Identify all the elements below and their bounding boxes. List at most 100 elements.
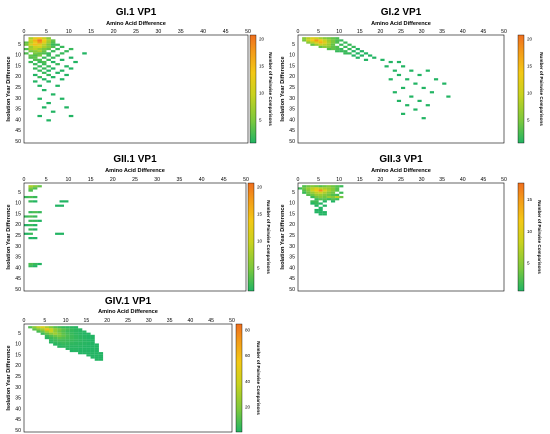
x-tick-label: 50 [245,29,251,35]
heatmap-cell [32,37,38,40]
heatmap-cell [335,198,340,201]
heatmap-cell [94,349,99,353]
heatmap-cell [65,326,70,329]
heatmap-cell [48,334,54,338]
heatmap-cell [28,39,34,42]
heatmap-cell [28,195,33,199]
heatmap-cell [388,78,393,81]
heatmap-cell [48,339,54,342]
heatmap-cells [298,185,344,216]
heatmap-cell [59,204,65,207]
heatmap-cell [59,69,65,72]
heatmap-cell [82,352,87,355]
heatmap-cell [396,99,402,103]
heatmap-cell [86,349,91,353]
heatmap-cell [57,345,62,348]
heatmap-cell [339,47,344,51]
x-ticks: 0 5 10 15 20 25 30 35 40 45 50 [297,29,507,35]
heatmap-cell [41,78,47,81]
heatmap-cell [53,336,58,340]
heatmap-cell [44,332,50,335]
heatmap-cell [48,326,54,329]
heatmap-cell [330,39,336,42]
heatmap-cell [326,198,332,201]
y-tick-label: 40 [289,265,295,271]
heatmap-cell [322,187,327,190]
heatmap-cell [314,41,319,44]
y-ticks: 5 10 15 20 25 30 35 40 45 50 [15,42,21,145]
heatmap-cell [359,50,364,53]
heatmap-cell [413,82,418,85]
heatmap-cell [32,58,38,61]
panel-giv1-vp1: GIV.1 VP1 Amino Acid Difference 0 5 10 1… [6,296,261,434]
heatmap-cell [86,341,91,344]
heatmap-cell [322,185,327,188]
heatmap-cell [355,47,360,51]
heatmap-cell [326,195,332,199]
y-tick-label: 25 [289,85,295,91]
heatmap-cell [330,198,336,201]
heatmap-cell [46,52,51,55]
y-axis-title: Isolation Year Difference [280,204,286,269]
plot-frame [23,323,233,433]
heatmap-cell [335,185,340,188]
heatmap-cell [82,339,87,342]
heatmap-cell [98,358,104,361]
heatmap-cell [78,341,83,344]
heatmap-cell [401,65,406,68]
heatmap-cell [36,326,41,329]
colorbar-tick-label: 15 [257,211,263,216]
heatmap-cell [322,211,327,214]
y-tick-label: 20 [15,74,21,80]
y-tick-label: 40 [15,406,21,412]
heatmap-cell [82,341,87,344]
heatmap-cell [41,63,47,66]
heatmap-cell [78,347,83,350]
heatmap-cell [330,43,336,46]
heatmap-cell [421,86,426,90]
heatmap-cell [46,73,51,77]
heatmap-cell [59,97,65,100]
heatmap-cell [28,47,34,51]
heatmap-cell [86,336,91,340]
heatmap-cell [61,326,66,329]
heatmap-cell [69,339,74,342]
x-ticks: 0 5 10 15 20 25 30 35 40 45 50 [23,29,251,35]
y-tick-label: 20 [15,363,21,369]
heatmap-cell [53,332,58,335]
x-tick-label: 50 [501,29,507,35]
heatmap-cell [24,215,29,218]
heatmap-cell [37,69,42,72]
heatmap-cell [405,78,410,81]
heatmap-cell [46,119,51,122]
y-tick-label: 35 [15,255,21,261]
heatmap-cell [90,356,95,359]
y-tick-label: 5 [18,190,21,196]
y-ticks: 5 10 15 20 25 30 35 40 45 50 [289,190,295,293]
heatmap-cell [90,336,95,340]
heatmap-cell [37,219,42,222]
heatmap-cell [339,43,344,46]
heatmap-cell [41,71,47,74]
heatmap-cell [326,189,332,192]
heatmap-cell [73,330,79,333]
x-tick-label: 15 [357,177,363,183]
heatmap-cell [40,332,45,335]
heatmap-cell [335,37,340,40]
heatmap-cell [330,45,336,49]
heatmap-cell [37,84,42,87]
heatmap-cell [59,78,65,81]
colorbar-tick-label: 15 [527,63,533,68]
heatmap-cell [302,189,307,192]
heatmap-cell [73,326,79,329]
heatmap-cell [59,232,65,235]
heatmap-cell [46,39,51,42]
heatmap-cell [78,343,83,346]
heatmap-cell [24,52,29,55]
heatmap-cell [40,328,45,331]
heatmap-cell [359,54,364,57]
heatmap-cell [55,63,60,66]
heatmap-cell [302,39,307,42]
heatmap-cell [57,332,62,335]
x-tick-label: 10 [336,29,342,35]
